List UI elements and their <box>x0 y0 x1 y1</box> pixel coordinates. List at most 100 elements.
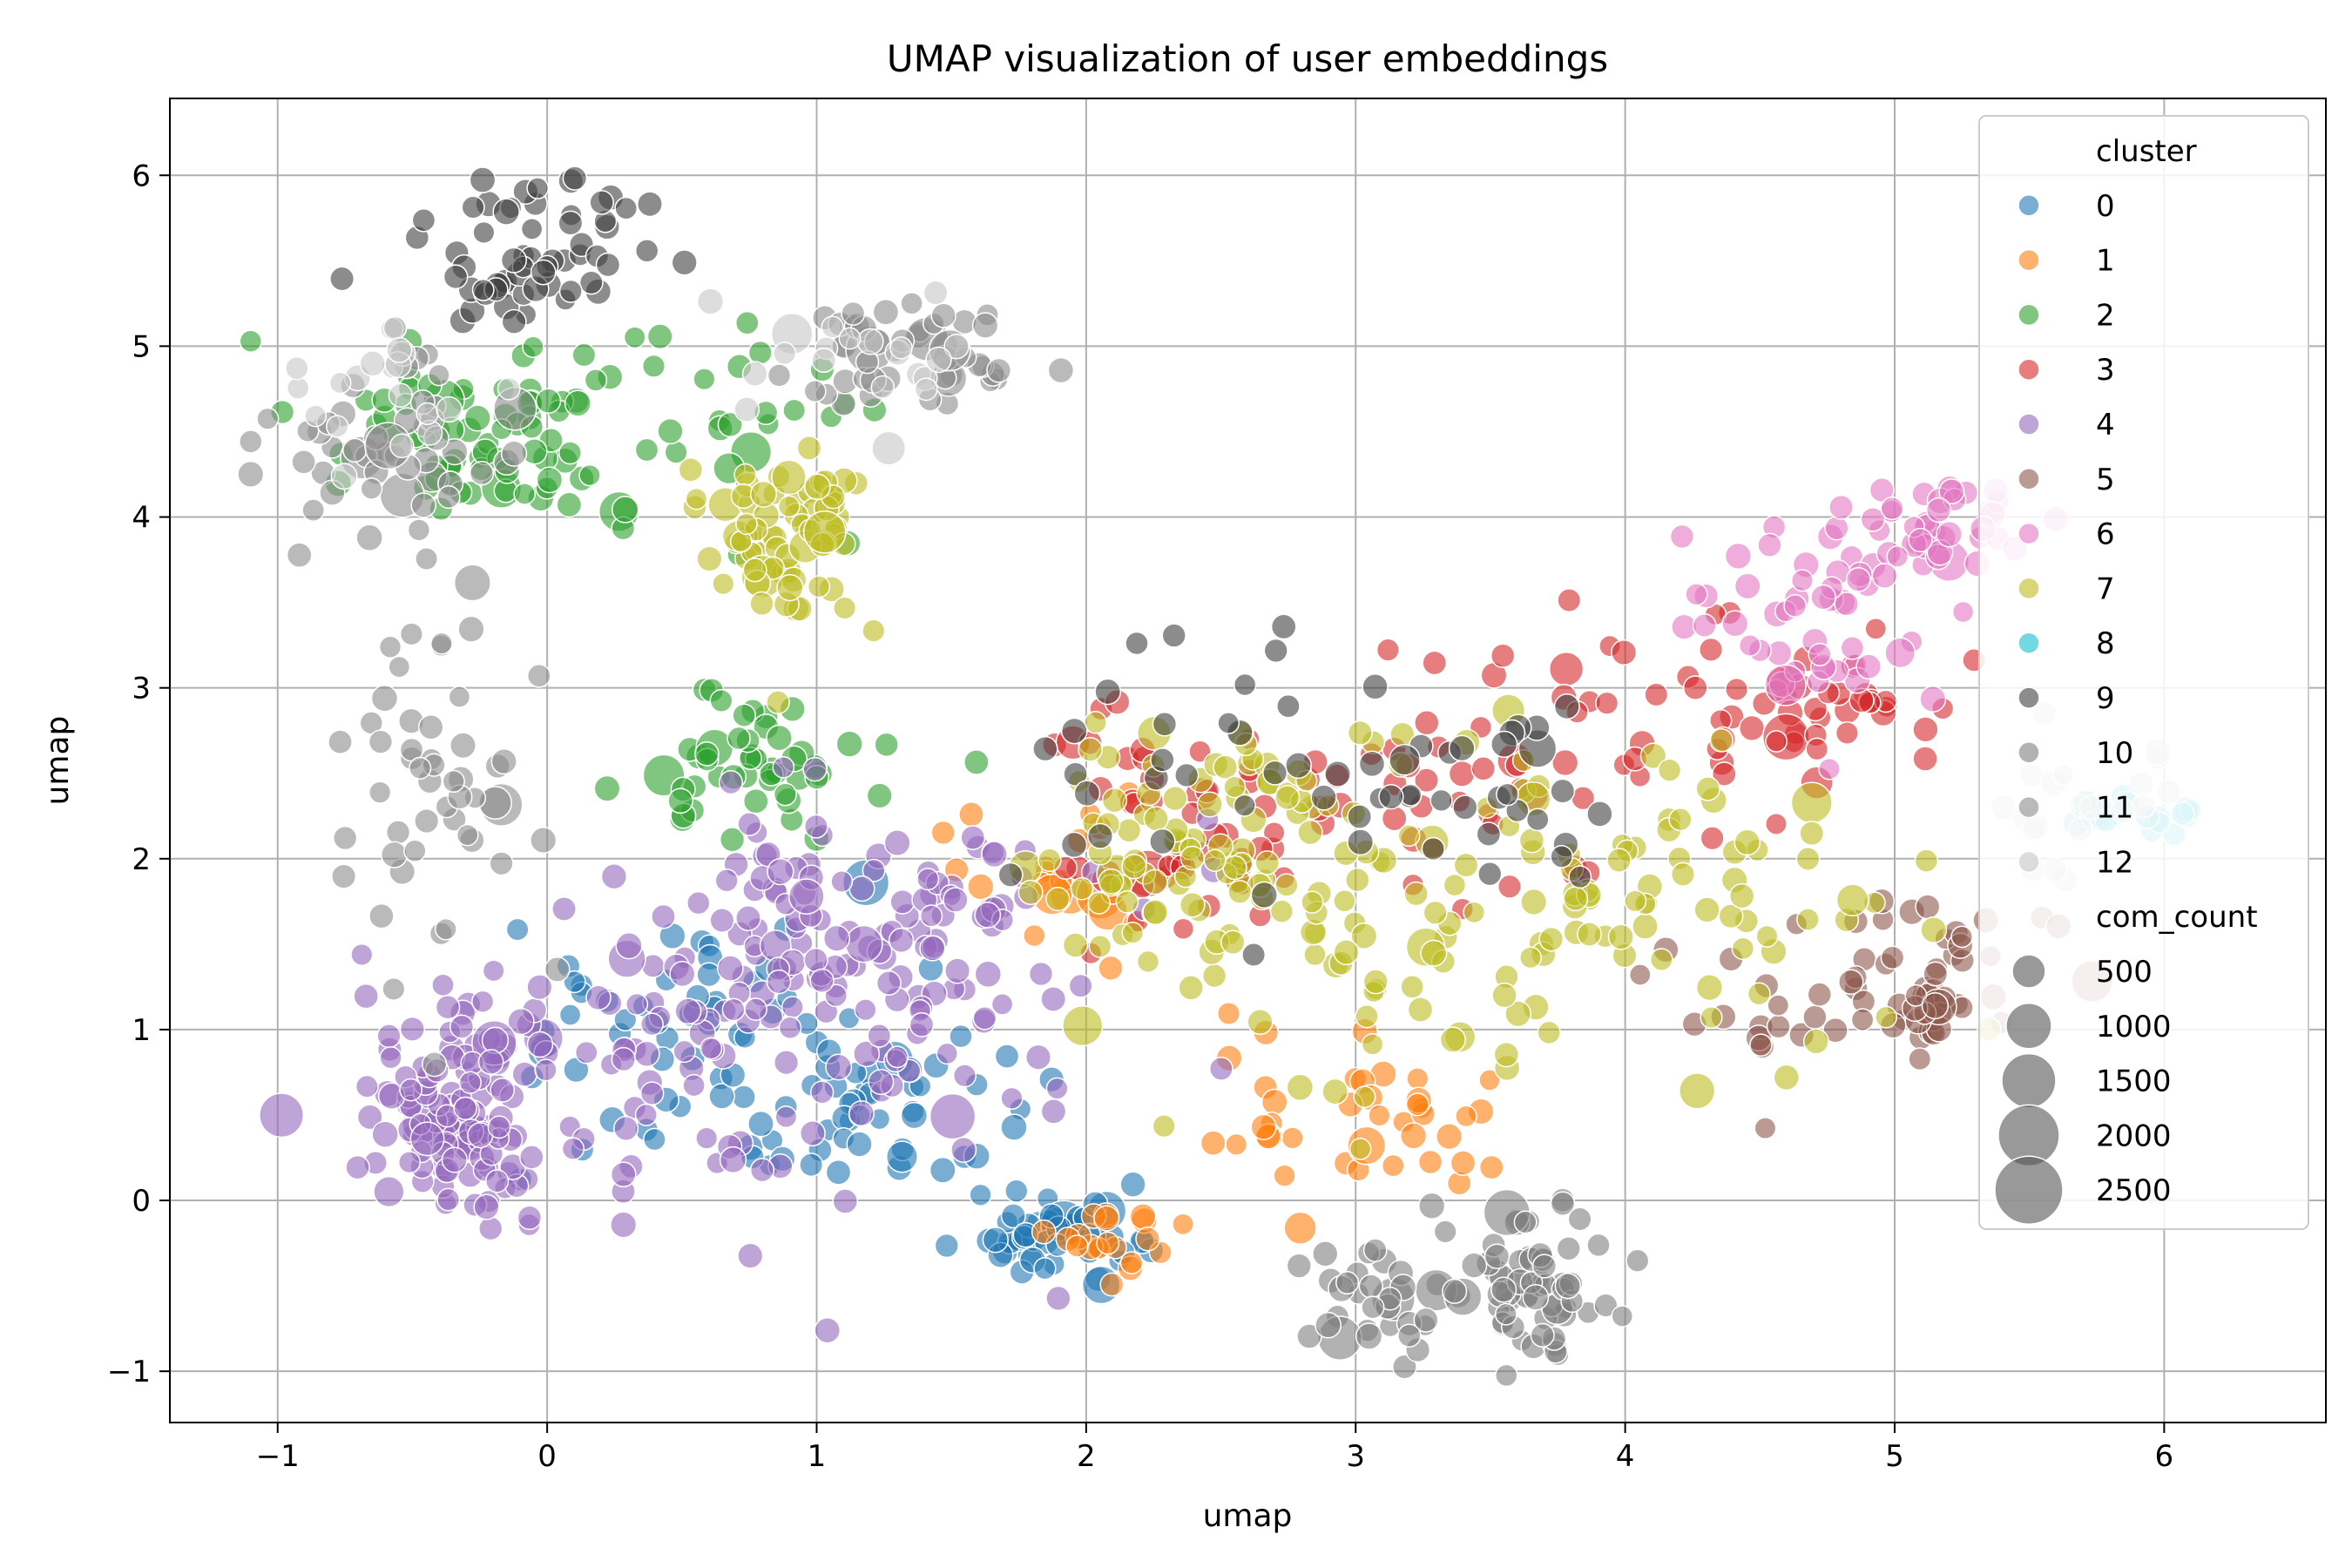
data-point <box>399 1016 425 1042</box>
data-point <box>526 974 553 1001</box>
data-point <box>490 747 517 775</box>
legend-label: 11 <box>2096 791 2133 826</box>
data-point <box>633 1040 660 1067</box>
data-point <box>457 615 485 643</box>
data-point <box>1754 1117 1777 1140</box>
legend-marker <box>2017 795 2040 819</box>
data-point <box>551 896 577 922</box>
data-point <box>453 1096 477 1121</box>
data-point <box>862 618 886 643</box>
data-point <box>1060 831 1088 859</box>
data-point <box>717 411 743 438</box>
data-point <box>708 1083 735 1110</box>
data-point <box>874 732 899 758</box>
data-point <box>1551 748 1579 777</box>
data-point <box>490 1078 516 1103</box>
data-point <box>1347 828 1375 856</box>
data-point <box>1389 743 1421 776</box>
data-point <box>766 724 793 752</box>
data-point <box>929 1156 956 1184</box>
data-point <box>595 252 621 278</box>
data-point <box>1116 817 1142 843</box>
data-point <box>507 1007 535 1036</box>
data-point <box>1520 888 1548 916</box>
legend: cluster0123456789101112com_count50010001… <box>1978 115 2309 1230</box>
data-point <box>1368 1104 1391 1127</box>
data-point <box>1152 712 1178 737</box>
data-point <box>1721 610 1749 638</box>
data-point <box>1699 637 1724 662</box>
legend-marker <box>2017 632 2040 654</box>
data-point <box>838 327 862 350</box>
data-point <box>417 714 444 740</box>
data-point <box>1362 673 1389 700</box>
y-tick-label: −1 <box>107 1355 151 1389</box>
data-point <box>943 333 970 360</box>
data-point <box>403 839 427 862</box>
data-point <box>719 827 746 853</box>
data-point <box>399 1078 422 1102</box>
data-point <box>564 389 591 417</box>
data-point <box>1135 1226 1160 1252</box>
data-point <box>482 959 505 983</box>
data-point <box>862 858 886 882</box>
data-point <box>1738 714 1766 742</box>
data-point <box>239 429 263 454</box>
data-point <box>492 198 520 226</box>
data-point <box>1223 775 1247 799</box>
data-point <box>1301 890 1324 914</box>
data-point <box>1669 524 1695 550</box>
data-point <box>930 820 956 846</box>
data-point <box>1950 925 1974 949</box>
data-point <box>1149 828 1176 855</box>
data-point <box>1448 734 1476 762</box>
data-point <box>686 890 711 916</box>
data-point <box>782 398 807 422</box>
data-point <box>558 279 583 303</box>
data-point <box>1093 1205 1120 1232</box>
data-point <box>799 1152 824 1178</box>
data-point <box>1350 923 1378 950</box>
data-point <box>350 943 374 966</box>
data-point <box>1403 881 1429 907</box>
data-point <box>1860 506 1886 532</box>
data-point <box>871 430 907 466</box>
data-point <box>1557 588 1582 613</box>
data-point <box>1477 862 1503 887</box>
data-point <box>623 326 646 349</box>
data-point <box>974 960 1003 989</box>
data-point <box>1378 784 1404 810</box>
data-point <box>1178 975 1204 1001</box>
data-point <box>355 1074 379 1098</box>
data-point <box>378 635 402 659</box>
y-tick-label: 3 <box>132 672 151 706</box>
data-point <box>517 1205 543 1231</box>
data-point <box>888 927 915 954</box>
legend-label: 0 <box>2096 189 2115 224</box>
data-point <box>1023 923 1046 948</box>
data-point <box>1070 876 1094 901</box>
data-point <box>634 437 659 463</box>
data-point <box>814 1316 841 1344</box>
data-point <box>1281 1126 1304 1150</box>
data-point <box>1094 678 1122 706</box>
data-point <box>526 177 550 199</box>
data-point <box>1504 1000 1532 1028</box>
data-point <box>526 1031 554 1058</box>
data-point <box>1724 542 1753 571</box>
legend-label: 6 <box>2096 517 2115 552</box>
data-point <box>368 729 394 754</box>
legend-marker <box>2017 303 2040 327</box>
data-point <box>1196 791 1223 818</box>
data-point <box>443 264 469 290</box>
data-point <box>1201 963 1227 989</box>
data-point <box>1254 850 1281 875</box>
data-point <box>1429 788 1453 813</box>
data-point <box>916 868 940 891</box>
data-point <box>1738 634 1761 657</box>
data-point <box>1550 1191 1576 1216</box>
data-point <box>1433 1220 1457 1244</box>
data-point <box>1045 1077 1069 1100</box>
data-point <box>611 1046 636 1072</box>
data-point <box>866 782 893 809</box>
